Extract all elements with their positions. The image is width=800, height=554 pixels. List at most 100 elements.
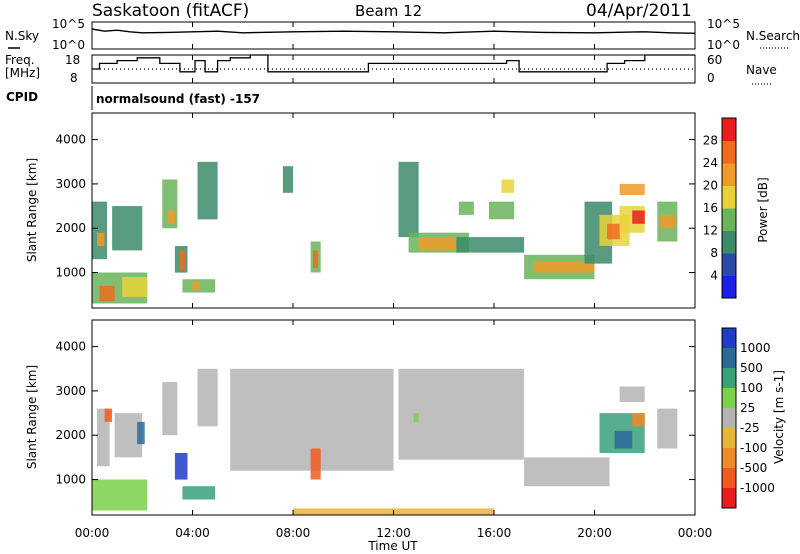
colorbar-swatch [722,408,736,429]
x-tick-label: 08:00 [276,526,311,540]
colorbar-swatch [722,468,736,489]
colorbar-tick-label: 24 [703,156,718,170]
heatmap-cell [501,179,515,193]
colorbar-tick-label: 500 [740,361,763,375]
heatmap-cell [614,430,633,449]
station-title: Saskatoon (fitACF) [92,1,249,21]
y-tick-label: 4000 [55,340,86,354]
colorbar-tick-label: 25 [740,401,755,415]
freq-right-tick-bottom: 0 [707,71,715,85]
y-tick-label: 2000 [55,221,86,235]
power-colorbar-label: Power [dB] [756,177,770,242]
nsky-label: N.Sky [5,29,39,43]
heatmap-cell [162,382,178,436]
beam-title: Beam 12 [355,2,422,20]
power-colorbar: 4 8 12 16 20 24 28 [703,117,737,299]
power-axis: 1000 2000 3000 4000 [55,133,695,280]
colorbar-tick-label: -1000 [740,481,775,495]
colorbar-swatch [722,328,736,349]
freq-left-tick-top: 18 [65,53,80,67]
power-heatmap [92,161,678,304]
colorbar-swatch [722,388,736,409]
heatmap-cell [174,453,188,480]
heatmap-cell [197,161,218,220]
colorbar-tick-label: 12 [703,224,718,238]
heatmap-cell [92,479,148,511]
colorbar-swatch [722,348,736,369]
x-tick-label: 20:00 [577,526,612,540]
heatmap-cell [179,250,185,271]
heatmap-cell [167,210,175,224]
date-title: 04/Apr/2011 [586,1,692,21]
velocity-axis: 1000 2000 3000 4000 [55,340,695,487]
nsky-line [91,28,696,34]
freq-line [92,54,695,73]
heatmap-cell [104,408,113,422]
y-tick-label: 3000 [55,384,86,398]
colorbar-frame [721,327,737,509]
heatmap-cell [659,214,675,229]
noise-right-tick-bottom: 10^0 [707,38,740,52]
heatmap-cell [192,281,200,291]
colorbar-tick-label: 28 [703,134,718,148]
heatmap-cell [657,408,678,449]
heatmap-cell [398,161,419,238]
heatmap-cell [413,413,419,422]
noise-left-tick-top: 10^5 [52,17,85,31]
x-tick-label: 04:00 [175,526,210,540]
colorbar-swatch [722,230,736,254]
colorbar-tick-label: 20 [703,179,718,193]
heatmap-cell [122,277,148,297]
colorbar-swatch [722,448,736,469]
x-tick-label: 00:00 [75,526,110,540]
heatmap-cell [282,166,293,193]
y-tick-label: 1000 [55,266,86,280]
colorbar-frame [721,117,737,299]
heatmap-cell [92,201,108,260]
heatmap-cell [534,261,595,273]
colorbar-swatch [722,253,736,276]
heatmap-cell [458,201,474,215]
heatmap-cell [619,386,645,402]
heatmap-cell [112,206,143,251]
heatmap-cell [489,201,515,220]
freq-label-line1: Freq. [5,53,35,67]
y-tick-label: 2000 [55,428,86,442]
velocity-heatmap [92,368,678,515]
freq-right-tick-top: 60 [707,53,722,67]
y-tick-label: 4000 [55,133,86,147]
x-tick-label: 12:00 [376,526,411,540]
colorbar-tick-label: 8 [710,246,718,260]
colorbar-tick-label: 4 [710,269,718,283]
freq-left-tick-bottom: 8 [70,71,78,85]
freq-label-line2: [MHz] [5,66,40,80]
colorbar-tick-label: 16 [703,201,718,215]
colorbar-swatch [722,185,736,209]
heatmap-cell [182,486,216,500]
colorbar-swatch [722,208,736,231]
colorbar-swatch [722,428,736,449]
heatmap-cell [97,408,110,467]
heatmap-cell [607,223,620,240]
freq-series [92,54,695,73]
heatmap-cell [197,368,218,427]
colorbar-tick-label: -25 [740,421,760,435]
heatmap-cell [310,448,321,480]
noise-left-tick-bottom: 10^0 [52,38,85,52]
cpid-text: normalsound (fast) -157 [96,92,260,106]
nave-label: Nave [746,63,777,77]
cpid-label: CPID [6,90,38,104]
noise-right-tick-top: 10^5 [707,17,740,31]
heatmap-cell [619,183,645,195]
time-axis: 00:00 04:00 08:00 12:00 16:00 20:00 00:00 [75,22,712,540]
heatmap-cell [99,285,115,302]
time-xlabel: Time UT [367,539,418,553]
y-tick-label: 1000 [55,473,86,487]
heatmap-cell [632,413,645,427]
colorbar-swatch [722,368,736,389]
heatmap-cell [398,368,525,460]
nsearch-label: N.Search [746,29,800,43]
heatmap-cell [97,232,105,246]
heatmap-cell [137,421,145,445]
colorbar-swatch [722,488,736,509]
